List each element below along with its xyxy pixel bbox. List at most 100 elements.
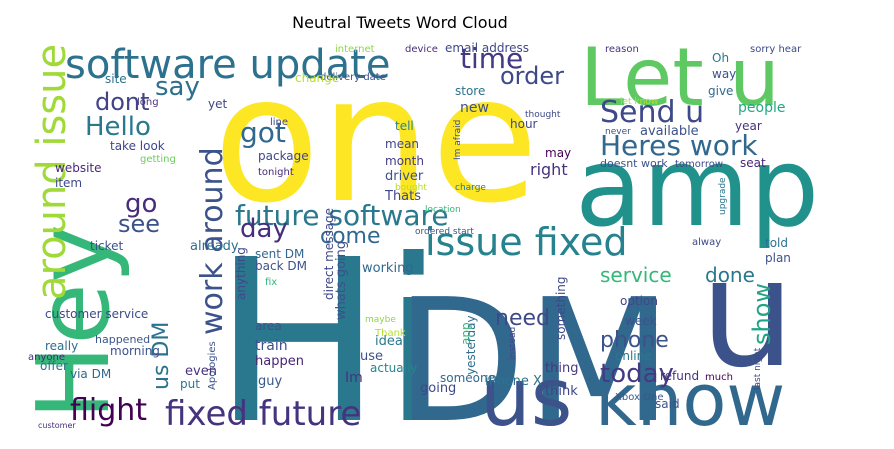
word: online	[615, 349, 652, 363]
word: never	[605, 127, 631, 137]
word: take look	[110, 139, 165, 153]
word: ticket	[90, 239, 124, 253]
word: someone	[440, 371, 495, 385]
word: way	[712, 67, 736, 81]
word: tomorrow	[675, 159, 723, 170]
word: going	[420, 381, 456, 396]
word: working	[362, 261, 414, 276]
word: morning	[110, 344, 160, 358]
word: internet	[335, 44, 375, 55]
word: got	[240, 116, 286, 149]
word: Im afraid	[453, 120, 463, 160]
word: even	[185, 364, 217, 379]
word: via DM	[70, 367, 111, 381]
word: thing	[545, 361, 578, 376]
word: customer service	[45, 307, 148, 321]
word: direct message	[322, 208, 336, 300]
word: change	[295, 71, 339, 85]
word: Thank	[374, 328, 406, 339]
word: customer	[38, 421, 76, 430]
word: people	[738, 100, 785, 116]
word: order	[500, 62, 564, 90]
word: driver	[385, 169, 424, 184]
word: delivery date	[320, 72, 386, 83]
word: see	[118, 210, 160, 238]
word: future software	[235, 199, 449, 232]
word: reason	[605, 44, 639, 55]
word: know	[595, 358, 785, 442]
word: amp	[575, 123, 819, 251]
word: Thats	[384, 189, 421, 204]
word: let know	[620, 97, 658, 107]
word: go	[125, 189, 157, 219]
word: think	[545, 384, 578, 399]
word: work around	[195, 147, 230, 335]
word: maybe	[365, 315, 396, 325]
word: hour	[510, 117, 538, 131]
word: tell	[395, 119, 414, 133]
word: year	[735, 119, 762, 133]
word: plan	[765, 251, 791, 265]
word: website	[55, 161, 102, 175]
word: Apologies	[207, 341, 218, 390]
word: fix	[265, 277, 277, 288]
word: day	[240, 214, 288, 244]
word: actually	[370, 361, 417, 375]
word: really	[45, 339, 78, 353]
word: DM	[395, 263, 673, 445]
word: need	[495, 306, 550, 331]
word: us	[480, 351, 572, 444]
word: say	[155, 72, 200, 102]
word: Im	[345, 370, 363, 386]
word: time	[460, 42, 523, 75]
word: may	[545, 146, 571, 160]
word: flight	[70, 393, 147, 428]
word: already	[190, 239, 239, 254]
word: yesterday	[464, 315, 478, 375]
word: sent DM	[255, 247, 304, 261]
word: email address	[445, 41, 529, 55]
word: Heres work	[600, 129, 758, 162]
word: Let u	[580, 31, 780, 124]
word: ordered start	[415, 227, 474, 237]
word: thought	[525, 110, 561, 120]
word: done	[705, 263, 755, 287]
word: offer	[40, 359, 68, 373]
word: guy	[258, 374, 282, 389]
word: us DM	[149, 322, 174, 390]
word: one	[213, 39, 539, 242]
word: said	[655, 397, 680, 411]
word: long	[137, 97, 159, 108]
chart-title: Neutral Tweets Word Cloud	[292, 13, 508, 32]
word: option	[620, 294, 658, 308]
word: whats going	[334, 241, 349, 320]
word: area	[255, 319, 282, 333]
word: Oh	[712, 51, 729, 65]
word: happen	[255, 354, 304, 369]
word: alway	[692, 237, 721, 248]
word: last night	[753, 347, 763, 390]
word: charge	[455, 183, 486, 193]
word: issue fixed	[425, 220, 627, 264]
word: Hey	[15, 224, 132, 420]
word: give	[708, 84, 733, 98]
word: anything	[234, 247, 248, 300]
word: u	[700, 227, 795, 401]
word: location	[425, 205, 461, 215]
word: come	[320, 224, 381, 249]
word: around issue	[29, 44, 75, 300]
word: back DM	[255, 259, 307, 273]
word: week	[625, 314, 657, 328]
word: today	[600, 359, 674, 389]
word: device	[405, 44, 438, 55]
word: sorry hear	[750, 44, 802, 55]
word: tonight	[258, 167, 294, 178]
word: site	[105, 72, 127, 86]
word: right	[530, 160, 568, 179]
word: Xbox One	[615, 392, 663, 403]
word: app	[459, 322, 473, 345]
word: train	[255, 338, 288, 354]
word: seat	[740, 156, 766, 170]
